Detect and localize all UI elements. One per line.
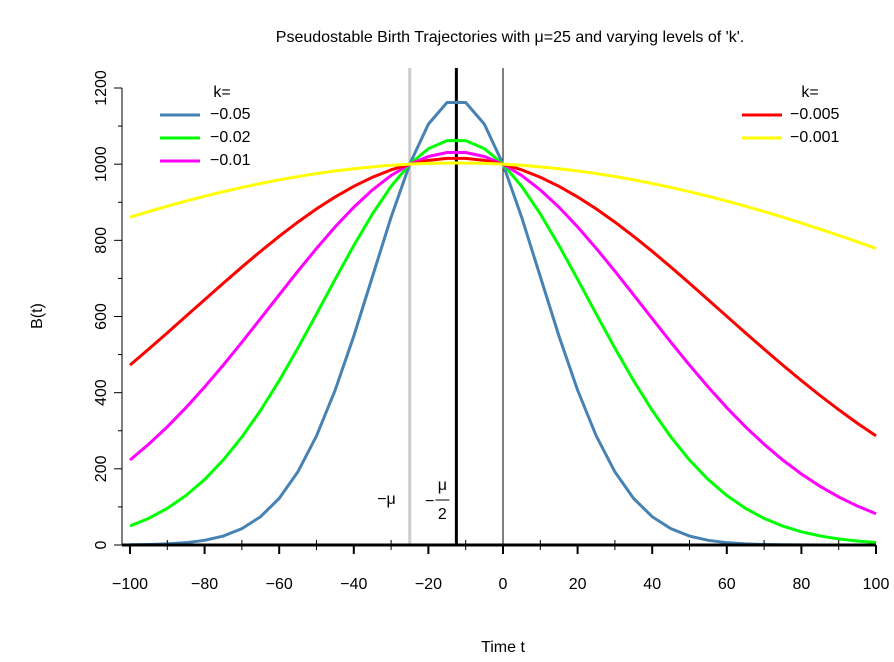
x-tick-label: −40 — [340, 576, 367, 593]
legend-label: −0.01 — [210, 152, 251, 169]
y-tick-label: 0 — [93, 540, 110, 549]
y-tick-label: 800 — [93, 227, 110, 254]
chart-title: Pseudostable Birth Trajectories with μ=2… — [276, 29, 744, 46]
legend-label: −0.02 — [210, 129, 251, 146]
legend-label: −0.001 — [790, 129, 839, 146]
reference-label: 2 — [438, 506, 447, 523]
x-tick-label: 0 — [499, 576, 508, 593]
x-tick-label: 100 — [863, 576, 890, 593]
x-tick-label: 80 — [793, 576, 811, 593]
y-axis-label: B(t) — [29, 303, 46, 329]
series-line — [129, 161, 877, 250]
x-tick-label: −80 — [191, 576, 218, 593]
reference-label: − — [425, 493, 434, 510]
y-tick-label: 400 — [93, 379, 110, 406]
legend-label: −0.05 — [210, 106, 251, 123]
legend-label: −0.005 — [790, 106, 839, 123]
reference-label: −μ — [377, 491, 396, 508]
x-tick-label: 40 — [643, 576, 661, 593]
y-tick-label: 1000 — [93, 146, 110, 182]
reference-label: μ — [438, 477, 447, 494]
x-tick-label: −20 — [415, 576, 442, 593]
legend-title: k= — [801, 84, 818, 101]
y-tick-label: 200 — [93, 455, 110, 482]
y-tick-label: 600 — [93, 303, 110, 330]
legend-title: k= — [213, 84, 230, 101]
x-tick-label: 60 — [718, 576, 736, 593]
y-tick-label: 1200 — [93, 70, 110, 106]
x-tick-label: 20 — [569, 576, 587, 593]
x-axis-label: Time t — [481, 639, 525, 656]
x-tick-label: −60 — [266, 576, 293, 593]
x-tick-label: −100 — [112, 576, 148, 593]
